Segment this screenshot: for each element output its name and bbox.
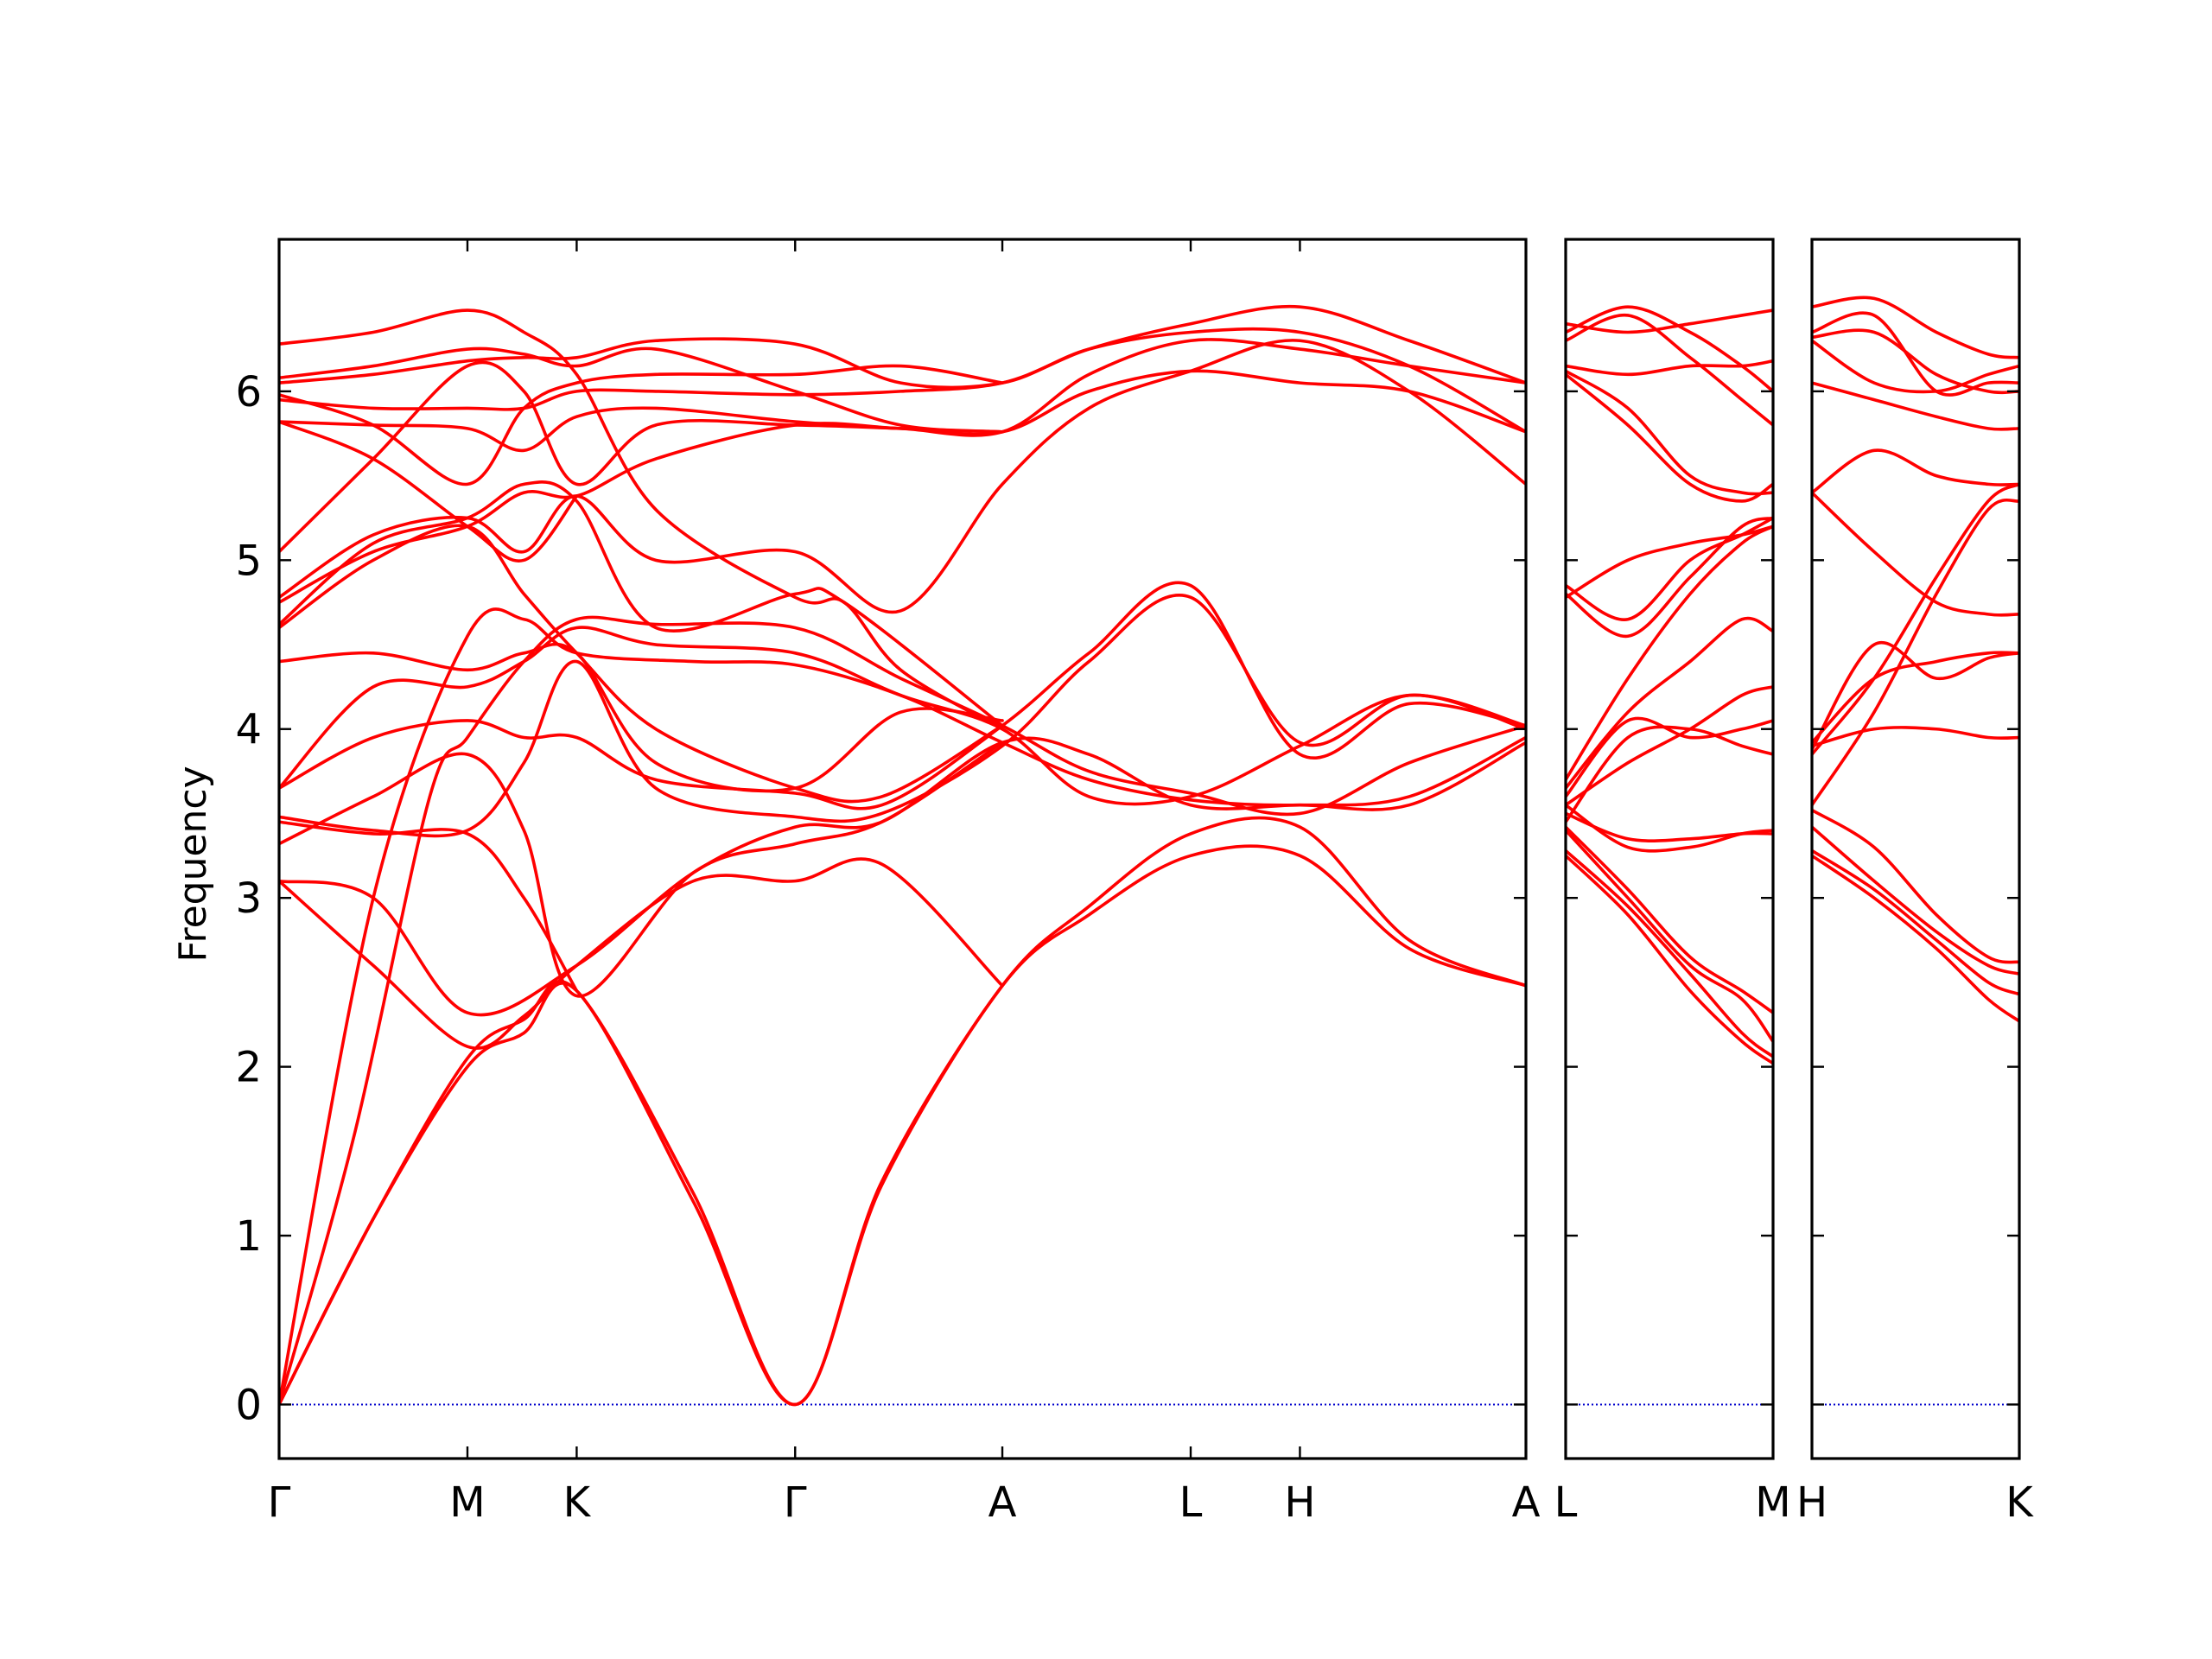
band-line bbox=[1566, 305, 1773, 393]
band-line bbox=[1566, 685, 1773, 807]
band-line bbox=[1566, 308, 1773, 334]
y-tick-label: 0 bbox=[235, 1381, 262, 1429]
band-line bbox=[279, 420, 579, 563]
panel-frame bbox=[1564, 238, 1775, 1460]
band-line bbox=[1566, 616, 1773, 790]
x-tick-label: L bbox=[1554, 1478, 1578, 1527]
band-line bbox=[279, 338, 1526, 453]
band-line bbox=[1566, 369, 1773, 496]
band-line bbox=[1812, 482, 2019, 756]
band-line bbox=[279, 308, 1004, 731]
x-tick-label: Γ bbox=[784, 1478, 807, 1527]
x-tick-label: K bbox=[563, 1478, 592, 1527]
y-tick-label: 5 bbox=[235, 537, 262, 585]
band-line bbox=[1812, 726, 2019, 748]
band-line bbox=[279, 524, 1004, 804]
band-line bbox=[1566, 825, 1773, 1014]
band-line bbox=[1566, 849, 1773, 1058]
band-line bbox=[1566, 516, 1773, 621]
band-line bbox=[279, 741, 1004, 998]
band-line bbox=[1812, 296, 2019, 359]
band-line bbox=[279, 369, 1526, 604]
band-line bbox=[1812, 808, 2019, 964]
band-line bbox=[279, 480, 1004, 728]
panel-frame bbox=[1810, 238, 2021, 1460]
x-tick-label: Γ bbox=[268, 1478, 291, 1527]
band-line bbox=[279, 304, 1526, 411]
band-line bbox=[1566, 516, 1773, 639]
y-axis-label: Frequency bbox=[171, 766, 215, 962]
band-line bbox=[1812, 448, 2019, 494]
band-line bbox=[1566, 829, 1773, 1044]
x-tick-label: H bbox=[1284, 1478, 1315, 1527]
x-tick-label: M bbox=[449, 1478, 485, 1527]
band-line bbox=[279, 857, 1004, 1050]
band-line bbox=[1566, 524, 1773, 600]
band-line bbox=[1566, 803, 1773, 853]
band-line bbox=[1566, 372, 1773, 503]
band-line bbox=[279, 642, 1004, 793]
band-line bbox=[1812, 641, 2019, 751]
band-line bbox=[1812, 651, 2019, 745]
y-tick-label: 1 bbox=[235, 1212, 262, 1261]
x-tick-label: K bbox=[2005, 1478, 2034, 1527]
band-line bbox=[1566, 359, 1773, 377]
y-tick-label: 6 bbox=[235, 368, 262, 416]
band-line bbox=[1812, 849, 2019, 996]
band-line bbox=[1566, 314, 1773, 427]
band-line bbox=[279, 816, 1526, 1407]
band-line bbox=[279, 581, 1526, 810]
band-line bbox=[279, 820, 579, 993]
band-line bbox=[1812, 328, 2019, 395]
band-line bbox=[279, 844, 1526, 1407]
band-line bbox=[279, 626, 1526, 806]
y-tick-label: 4 bbox=[235, 706, 262, 754]
band-line bbox=[279, 736, 1526, 1017]
band-line bbox=[279, 327, 1526, 434]
band-line bbox=[1812, 498, 2019, 807]
band-line bbox=[1566, 854, 1773, 1065]
band-line bbox=[1812, 825, 2019, 976]
x-tick-label: L bbox=[1179, 1478, 1203, 1527]
band-line bbox=[1812, 854, 2019, 1023]
band-line bbox=[1812, 311, 2019, 397]
band-line bbox=[279, 364, 1004, 486]
band-line bbox=[1812, 381, 2019, 431]
y-tick-label: 3 bbox=[235, 874, 262, 923]
band-line bbox=[279, 346, 1004, 434]
panel-frame bbox=[277, 238, 1528, 1460]
band-line bbox=[1566, 725, 1773, 824]
x-tick-label: H bbox=[1796, 1478, 1827, 1527]
band-line bbox=[1566, 524, 1773, 782]
band-line bbox=[279, 607, 1526, 1407]
band-line bbox=[279, 594, 1526, 838]
y-tick-label: 2 bbox=[235, 1044, 262, 1092]
x-tick-label: M bbox=[1755, 1478, 1790, 1527]
x-tick-label: A bbox=[1512, 1478, 1541, 1527]
band-line bbox=[279, 339, 1526, 614]
x-tick-label: A bbox=[988, 1478, 1017, 1527]
band-line bbox=[1812, 491, 2019, 617]
